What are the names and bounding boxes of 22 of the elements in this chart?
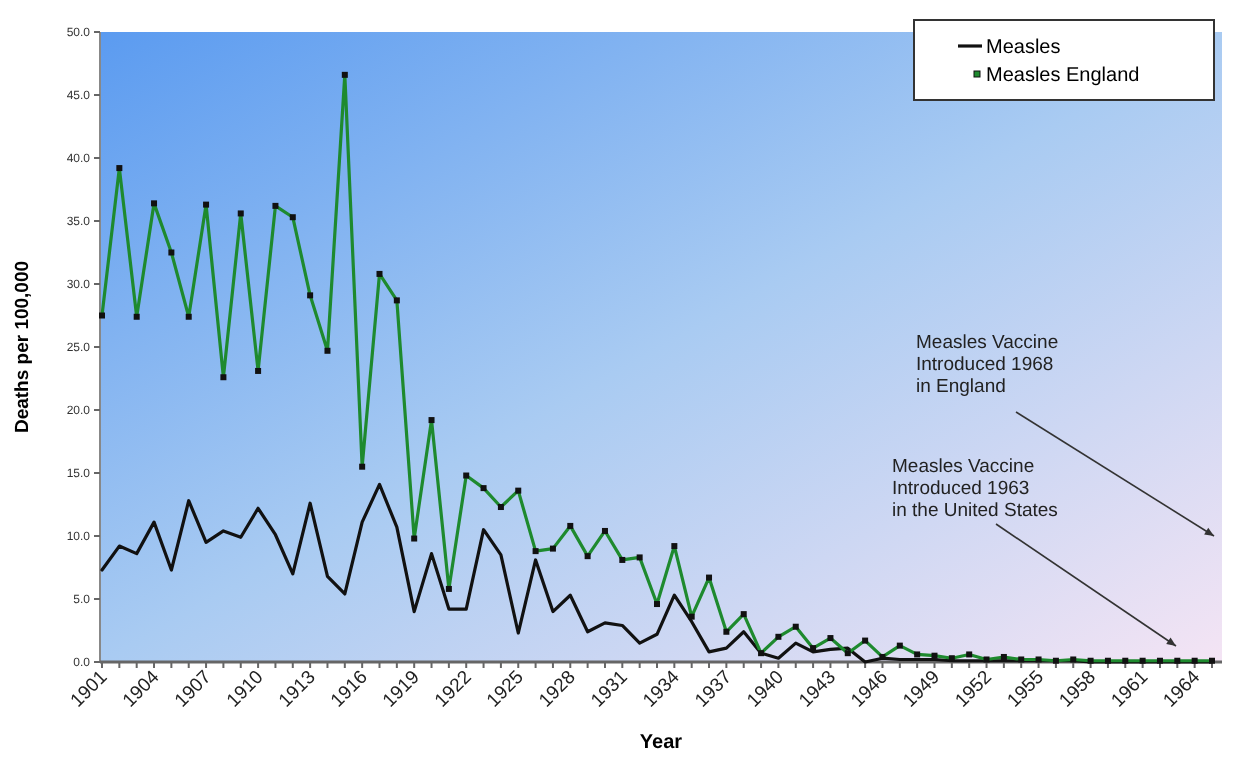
legend-label: Measles	[986, 37, 1061, 59]
y-axis-title: Deaths per 100,000	[12, 260, 34, 434]
point	[1156, 657, 1163, 664]
point	[1139, 657, 1146, 664]
point	[1018, 656, 1025, 663]
point	[1052, 657, 1059, 664]
point	[1070, 656, 1077, 663]
point	[1174, 657, 1181, 664]
point	[1209, 657, 1215, 664]
point	[1087, 657, 1094, 664]
point	[1104, 657, 1111, 664]
point	[1035, 656, 1042, 663]
legend-label: Measles England	[986, 65, 1140, 87]
point	[983, 656, 990, 663]
point	[879, 653, 886, 660]
annotation: Measles Vaccine Introduced 1968 in England	[916, 332, 1059, 398]
point	[1122, 657, 1129, 664]
line-series	[100, 482, 1215, 664]
point	[758, 650, 765, 657]
point	[1191, 657, 1198, 664]
annotation: Measles Vaccine Introduced 1963 in the United States	[892, 456, 1059, 522]
x-axis-title: Year	[639, 732, 683, 754]
